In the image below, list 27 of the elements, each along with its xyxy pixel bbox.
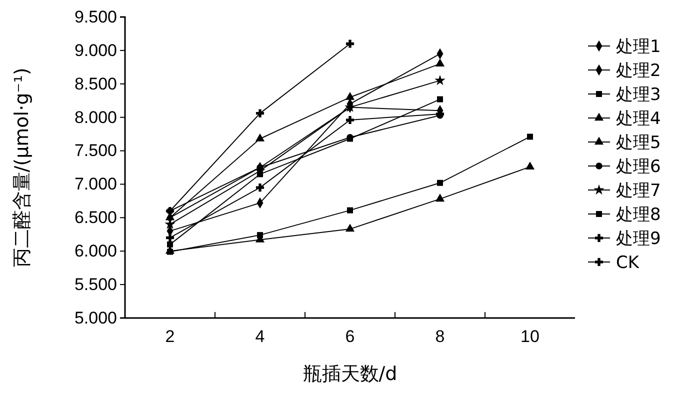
legend-label: 处理4 (616, 109, 661, 129)
y-tick-label: 7.000 (74, 174, 117, 194)
y-tick-label: 9.000 (74, 40, 117, 60)
x-tick-label: 4 (255, 327, 265, 346)
legend-label: CK (616, 253, 640, 273)
x-tick-label: 6 (345, 327, 355, 346)
legend-label: 处理6 (616, 157, 661, 177)
y-tick-label: 7.500 (74, 141, 117, 160)
legend-label: 处理3 (616, 85, 661, 105)
legend-label: 处理2 (616, 61, 661, 81)
y-tick-label: 8.500 (74, 74, 117, 94)
legend-label: 处理5 (616, 133, 661, 153)
y-tick-label: 6.500 (74, 208, 117, 228)
y-tick-label: 6.000 (74, 242, 117, 261)
legend-label: 处理8 (616, 205, 661, 225)
x-tick-label: 8 (435, 327, 445, 346)
y-tick-label: 5.000 (74, 308, 117, 328)
x-tick-label: 2 (165, 327, 175, 346)
x-axis-title: 瓶插天数/d (302, 363, 398, 385)
legend-label: 处理7 (616, 181, 661, 201)
y-axis-title: 丙二醛含量/(μmol·g⁻¹) (11, 68, 33, 268)
y-tick-label: 8.000 (74, 108, 117, 127)
legend-label: 处理1 (616, 37, 661, 57)
y-tick-label: 9.500 (74, 7, 117, 26)
x-tick-label: 10 (520, 327, 540, 346)
legend-label: 处理9 (616, 229, 661, 249)
y-tick-label: 5.500 (74, 274, 117, 294)
